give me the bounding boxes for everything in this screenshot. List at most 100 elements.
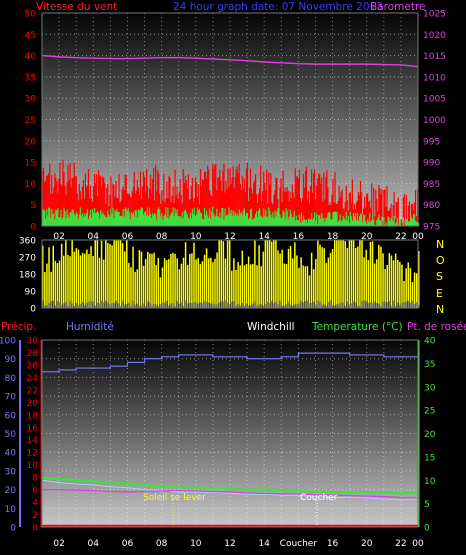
wind-bar <box>251 193 254 226</box>
direction-low-bar <box>342 302 344 308</box>
direction-bar <box>310 252 313 308</box>
wind-bar <box>317 178 319 226</box>
direction-low-bar <box>235 305 237 308</box>
wind-gust-bar <box>342 216 344 226</box>
direction-bars <box>42 240 420 308</box>
direction-bar <box>386 264 388 308</box>
humidity-tick: 0 <box>10 524 16 534</box>
direction-bar <box>107 242 109 308</box>
wind-bar <box>218 177 220 226</box>
direction-low-bar <box>163 302 166 308</box>
direction-bar <box>50 271 52 308</box>
direction-bar <box>413 272 416 308</box>
wind-bar <box>316 185 318 226</box>
wind-gust-bar <box>47 215 49 226</box>
wind-gust-bar <box>305 219 308 226</box>
direction-low-bar <box>172 303 174 308</box>
direction-bar <box>121 243 124 308</box>
wind-bar <box>223 163 225 226</box>
wind-bar <box>99 175 101 226</box>
wind-bar <box>44 182 46 226</box>
direction-low-bar <box>287 301 290 308</box>
wind-gust-bar <box>311 213 313 226</box>
wind-gust-bar <box>82 217 84 226</box>
wind-gust-bar <box>150 214 152 226</box>
direction-bar <box>214 258 216 308</box>
direction-low-bar <box>220 301 223 308</box>
direction-bar <box>338 240 340 308</box>
direction-bar <box>252 264 254 308</box>
wind-gust-bar <box>352 213 354 226</box>
wind-gust-bar <box>363 214 366 226</box>
wind-bar <box>246 162 249 226</box>
wind-gust-bar <box>284 219 286 226</box>
wind-bar <box>248 187 251 226</box>
precip-tick: 10 <box>27 461 39 471</box>
wind-bar <box>192 201 195 226</box>
precip-tick: 12 <box>27 449 38 459</box>
wind-gust-bar <box>63 207 65 226</box>
wind-bar <box>210 194 212 226</box>
wind-gust-bar <box>91 208 94 226</box>
wind-bar <box>361 214 364 226</box>
wind-gust-bar <box>92 212 95 226</box>
wind-bar <box>189 198 191 226</box>
wind-gust-bar <box>410 217 413 226</box>
dew-point-line <box>42 488 419 499</box>
direction-low-bar <box>296 304 298 308</box>
wind-gust-bar <box>191 208 193 226</box>
wind-bar <box>230 183 232 226</box>
wind-gust-bar <box>263 208 265 226</box>
wind-gust-bar <box>196 207 199 226</box>
direction-bar <box>90 246 92 308</box>
precip-tick: 30 <box>27 337 39 347</box>
wind-gust-bar <box>387 216 389 226</box>
wind-bar <box>48 173 50 226</box>
wind-bar <box>82 180 84 226</box>
direction-bar <box>254 240 256 308</box>
wind-bar <box>284 187 286 226</box>
wind-bar <box>180 194 182 226</box>
wind-gust-bar <box>254 214 257 226</box>
wind-gust-bar <box>273 218 275 226</box>
wind-gust-bar <box>138 210 141 226</box>
wind-bar <box>49 163 51 226</box>
direction-low-bar <box>382 301 384 308</box>
wind-bar <box>341 189 343 226</box>
direction-bar <box>170 253 172 308</box>
wind-gust-bar <box>391 218 393 226</box>
wind-bar <box>183 183 185 226</box>
direction-bar <box>302 265 304 308</box>
wind-gust-bar <box>136 217 138 226</box>
wind-bar <box>102 176 104 226</box>
wind-bar <box>357 191 360 226</box>
wind-bar <box>105 203 107 226</box>
wind-gust-bar <box>316 213 318 226</box>
direction-low-bar <box>123 304 126 308</box>
wind-gust-bar <box>117 212 119 226</box>
direction-bar <box>163 258 166 308</box>
direction-bar <box>153 252 155 308</box>
direction-bar <box>98 257 101 308</box>
wind-bar <box>254 174 257 226</box>
wind-gust-bar <box>406 224 408 226</box>
wind-gust-bar <box>321 212 323 226</box>
wind-gust-bar <box>119 216 121 226</box>
wind-gust-bar <box>123 216 125 226</box>
wind-gust-bar <box>217 215 219 226</box>
wind-gust-bar <box>337 222 339 226</box>
compass-n-top: N <box>436 238 444 251</box>
wind-bar <box>395 202 397 226</box>
wind-gust-bar <box>53 213 55 226</box>
wind-bar <box>166 181 168 226</box>
wind-bar <box>204 171 206 226</box>
wind-gust-bar <box>373 219 375 226</box>
wind-bar <box>227 168 229 226</box>
direction-low-bar <box>199 302 202 308</box>
wind-bar <box>287 190 289 226</box>
direction-low-bar <box>344 305 346 308</box>
wind-bar <box>110 176 112 226</box>
direction-low-bar <box>300 300 302 308</box>
wind-gust-bar <box>125 209 127 226</box>
wind-bar <box>244 192 246 226</box>
